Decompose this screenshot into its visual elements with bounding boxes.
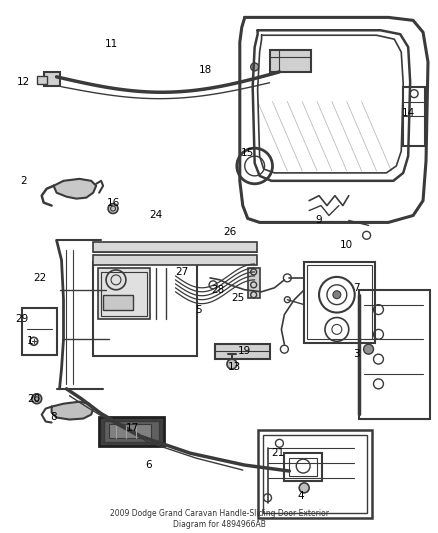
Circle shape	[227, 359, 237, 369]
Text: 21: 21	[271, 448, 284, 458]
Text: 18: 18	[198, 65, 212, 75]
Text: 26: 26	[223, 228, 237, 237]
Circle shape	[299, 483, 309, 493]
Bar	[103, 295, 133, 310]
Text: 6: 6	[145, 460, 152, 470]
Circle shape	[32, 394, 42, 403]
Text: 2009 Dodge Grand Caravan Handle-Sliding Door Exterior
Diagram for 4894966AB: 2009 Dodge Grand Caravan Handle-Sliding …	[110, 510, 328, 529]
Bar	[248, 268, 260, 298]
Bar	[290, 458, 317, 476]
Text: 10: 10	[340, 240, 353, 250]
Text: 8: 8	[50, 411, 57, 422]
Bar	[104, 421, 159, 442]
Text: 29: 29	[15, 314, 28, 325]
Text: 1: 1	[27, 336, 33, 346]
Text: 4: 4	[298, 491, 304, 501]
Circle shape	[333, 291, 341, 298]
Text: 22: 22	[33, 273, 46, 283]
Bar	[403, 87, 425, 146]
Bar	[304, 262, 375, 343]
Text: 15: 15	[241, 148, 254, 158]
Bar	[22, 308, 57, 355]
Bar	[98, 268, 150, 319]
Polygon shape	[53, 179, 96, 199]
Text: 25: 25	[231, 293, 244, 303]
Text: 19: 19	[238, 346, 251, 356]
Polygon shape	[52, 402, 93, 419]
Bar	[93, 262, 197, 356]
Bar	[269, 50, 311, 72]
Text: 24: 24	[149, 211, 162, 221]
Circle shape	[364, 344, 374, 354]
Text: 11: 11	[104, 39, 118, 49]
Bar	[93, 255, 257, 265]
Text: 9: 9	[316, 215, 322, 225]
Text: 20: 20	[27, 394, 40, 403]
Bar	[37, 76, 47, 84]
Circle shape	[251, 63, 258, 71]
Bar	[44, 72, 60, 86]
Text: 27: 27	[176, 267, 189, 277]
Bar	[307, 265, 371, 340]
Text: 7: 7	[353, 283, 360, 293]
Bar	[258, 431, 371, 518]
Text: 16: 16	[106, 198, 120, 208]
Text: 14: 14	[402, 109, 415, 118]
Bar	[263, 435, 367, 513]
Bar	[359, 290, 430, 418]
Text: 3: 3	[353, 349, 360, 359]
Bar	[93, 242, 257, 252]
Text: 5: 5	[195, 304, 201, 314]
Text: 2: 2	[21, 176, 27, 186]
Bar	[109, 424, 151, 438]
Bar	[215, 344, 269, 359]
Text: 28: 28	[212, 285, 225, 295]
Text: 17: 17	[126, 423, 139, 433]
Text: 13: 13	[228, 362, 241, 372]
Text: 12: 12	[17, 77, 31, 87]
Circle shape	[108, 204, 118, 214]
Bar	[101, 272, 147, 316]
Bar	[99, 417, 163, 446]
Bar	[284, 453, 322, 481]
